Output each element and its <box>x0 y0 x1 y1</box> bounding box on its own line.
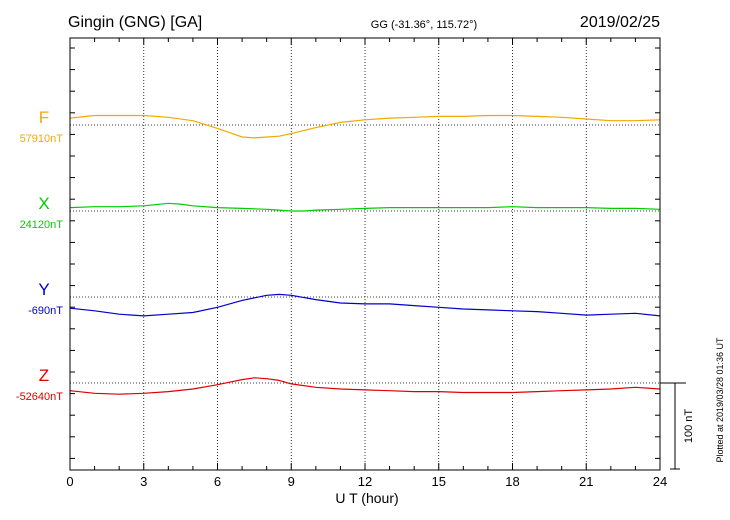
x-tick-label: 3 <box>140 474 147 489</box>
x-tick-label: 0 <box>66 474 73 489</box>
plotted-timestamp: Plotted at 2019/03/28 01:36 UT <box>715 337 725 463</box>
component-x-label: X <box>38 194 49 213</box>
component-baselines <box>70 124 660 384</box>
x-tick-label: 6 <box>214 474 221 489</box>
chart-date: 2019/02/25 <box>580 14 660 31</box>
component-z-baseline-value: -52640nT <box>16 391 63 403</box>
scale-bar: 100 nT <box>660 382 695 470</box>
component-f-label: F <box>39 108 49 127</box>
scale-bar-label: 100 nT <box>683 409 695 444</box>
component-f-baseline-value: 57910nT <box>20 133 64 145</box>
gridlines <box>143 38 587 470</box>
x-tick-label: 24 <box>653 474 667 489</box>
component-y-label: Y <box>38 280 49 299</box>
x-tick-label: 18 <box>505 474 519 489</box>
series-f-line <box>69 114 661 139</box>
series-x-line <box>69 202 661 212</box>
component-z-label: Z <box>39 366 49 385</box>
station-title: Gingin (GNG) [GA] <box>68 14 202 31</box>
axis-ticks: 0 3 6 9 12 15 18 21 24 <box>66 38 667 489</box>
series-y-line <box>69 293 661 317</box>
station-coordinates: GG (-31.36°, 115.72°) <box>371 19 477 31</box>
x-tick-label: 12 <box>358 474 372 489</box>
data-series <box>69 114 661 395</box>
x-tick-label: 9 <box>288 474 295 489</box>
x-tick-label: 21 <box>579 474 593 489</box>
x-axis-title: U T (hour) <box>335 490 398 506</box>
component-labels: F 57910nT X 24120nT Y -690nT Z -52640nT <box>16 108 63 403</box>
x-tick-label: 15 <box>432 474 446 489</box>
component-y-baseline-value: -690nT <box>28 305 63 317</box>
series-z-line <box>69 377 661 395</box>
component-x-baseline-value: 24120nT <box>20 219 64 231</box>
